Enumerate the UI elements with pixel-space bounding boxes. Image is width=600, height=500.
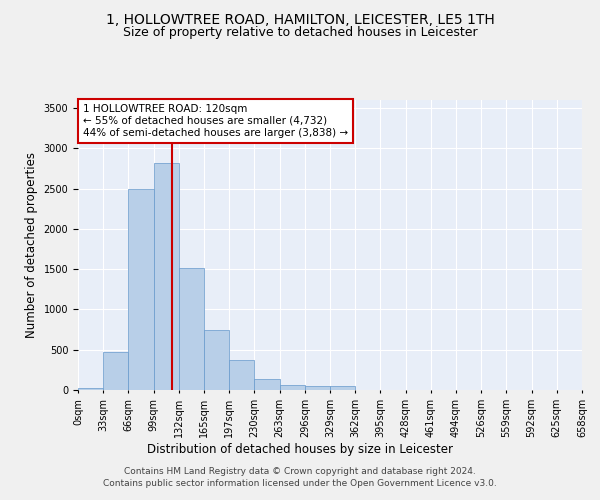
Bar xyxy=(78,388,103,390)
Bar xyxy=(204,330,229,390)
Bar xyxy=(280,385,305,390)
Bar xyxy=(179,268,204,390)
Bar xyxy=(330,386,355,390)
Text: Contains HM Land Registry data © Crown copyright and database right 2024.
Contai: Contains HM Land Registry data © Crown c… xyxy=(103,466,497,487)
Text: Distribution of detached houses by size in Leicester: Distribution of detached houses by size … xyxy=(147,442,453,456)
Text: 1, HOLLOWTREE ROAD, HAMILTON, LEICESTER, LE5 1TH: 1, HOLLOWTREE ROAD, HAMILTON, LEICESTER,… xyxy=(106,12,494,26)
Bar xyxy=(229,360,254,390)
Bar xyxy=(305,386,330,390)
Bar xyxy=(103,352,128,390)
Y-axis label: Number of detached properties: Number of detached properties xyxy=(25,152,38,338)
Text: Size of property relative to detached houses in Leicester: Size of property relative to detached ho… xyxy=(122,26,478,39)
Bar xyxy=(254,378,280,390)
Text: 1 HOLLOWTREE ROAD: 120sqm
← 55% of detached houses are smaller (4,732)
44% of se: 1 HOLLOWTREE ROAD: 120sqm ← 55% of detac… xyxy=(83,104,348,138)
Bar xyxy=(128,188,154,390)
Bar xyxy=(154,163,179,390)
